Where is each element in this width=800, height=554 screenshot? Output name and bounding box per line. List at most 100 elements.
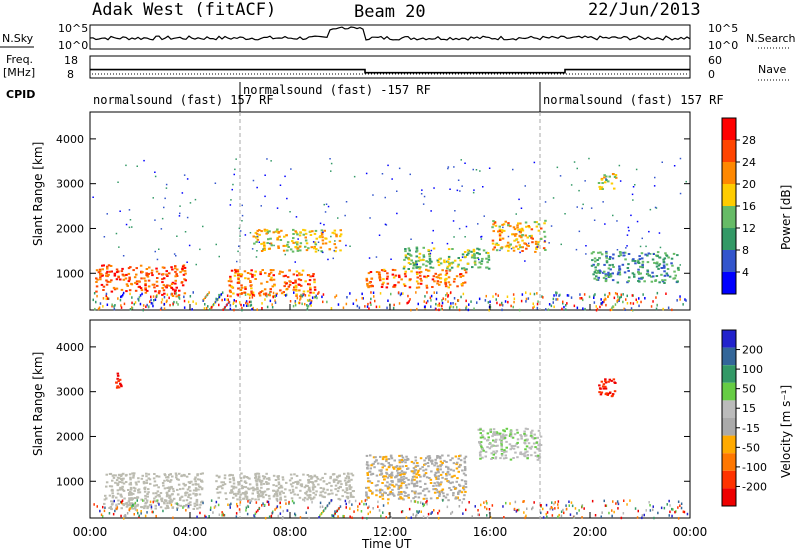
- power-cell: [597, 251, 600, 254]
- velocity-cell: [500, 448, 504, 451]
- power-cell: [450, 305, 452, 308]
- velocity-cell: [486, 507, 488, 511]
- power-cell: [358, 306, 361, 309]
- velocity-cell: [435, 484, 438, 487]
- colorbar-tick-label: 28: [742, 134, 756, 147]
- velocity-cell: [371, 473, 375, 475]
- power-cell: [292, 228, 295, 231]
- colorbar-swatch: [722, 140, 736, 162]
- power-cell: [382, 268, 386, 271]
- power-cell: [322, 251, 324, 254]
- power-cell: [186, 178, 189, 180]
- velocity-cell: [116, 506, 119, 509]
- power-cell: [528, 235, 532, 238]
- velocity-cell: [308, 486, 311, 489]
- power-cell: [361, 297, 363, 300]
- velocity-cell: [105, 481, 109, 484]
- velocity-cell: [124, 481, 128, 483]
- power-cell: [183, 174, 186, 176]
- power-cell: [138, 299, 140, 302]
- velocity-cell: [457, 491, 460, 494]
- power-cell: [619, 296, 621, 299]
- power-cell: [154, 175, 157, 178]
- velocity-cell: [264, 503, 266, 507]
- power-cell: [308, 283, 311, 286]
- velocity-cell: [423, 463, 426, 466]
- power-cell: [254, 278, 257, 280]
- power-cell: [526, 236, 529, 239]
- power-cell: [532, 302, 534, 305]
- power-cell: [134, 301, 137, 304]
- power-cell: [96, 294, 98, 298]
- power-cell: [679, 298, 681, 301]
- velocity-cell: [509, 458, 513, 461]
- power-cell: [612, 214, 614, 217]
- power-cell: [271, 306, 274, 309]
- velocity-cell: [557, 515, 559, 519]
- power-cell: [320, 229, 324, 232]
- power-cell: [420, 279, 423, 282]
- power-cell: [478, 266, 482, 269]
- velocity-cell: [279, 512, 282, 515]
- power-cell: [601, 188, 604, 190]
- velocity-cell: [414, 492, 417, 495]
- power-cell: [335, 294, 338, 297]
- velocity-cell: [163, 487, 167, 490]
- power-cell: [181, 192, 184, 194]
- velocity-cell: [486, 514, 488, 517]
- power-cell: [498, 225, 501, 228]
- power-cell: [653, 185, 656, 187]
- power-cell: [105, 272, 108, 275]
- power-cell: [367, 286, 370, 289]
- power-cell: [313, 278, 316, 281]
- power-cell: [233, 274, 237, 277]
- velocity-cell: [463, 480, 467, 483]
- power-cell: [647, 274, 650, 277]
- velocity-cell: [426, 516, 429, 519]
- power-cell: [676, 254, 679, 257]
- velocity-cell: [199, 511, 201, 515]
- velocity-cell: [126, 512, 129, 515]
- colorbar-swatch: [722, 250, 736, 272]
- velocity-cell: [485, 500, 488, 503]
- velocity-cell: [385, 458, 388, 461]
- velocity-cell: [500, 450, 504, 452]
- power-cell: [292, 273, 296, 276]
- power-cell: [588, 157, 590, 160]
- velocity-cell: [169, 502, 172, 505]
- velocity-cell: [600, 391, 604, 394]
- velocity-cell: [610, 379, 613, 382]
- power-cell: [392, 306, 395, 310]
- velocity-cell: [230, 485, 234, 488]
- velocity-cell: [612, 500, 614, 503]
- power-cell: [229, 277, 232, 280]
- power-cell: [229, 304, 232, 307]
- velocity-cell: [372, 507, 374, 510]
- power-cell: [250, 287, 253, 290]
- power-cell: [562, 302, 564, 305]
- velocity-cell: [223, 474, 227, 477]
- power-cell: [438, 304, 441, 307]
- velocity-cell: [512, 457, 515, 459]
- velocity-cell: [142, 499, 144, 502]
- power-cell: [378, 272, 381, 275]
- power-cell: [504, 220, 507, 223]
- power-cell: [387, 164, 389, 167]
- velocity-cell: [530, 436, 534, 439]
- velocity-cell: [133, 513, 135, 516]
- velocity-cell: [140, 512, 142, 515]
- velocity-cell: [505, 457, 508, 459]
- velocity-cell: [116, 482, 119, 485]
- power-cell: [537, 300, 539, 303]
- power-cell: [415, 255, 418, 258]
- velocity-cell: [569, 513, 572, 516]
- power-cell: [429, 252, 432, 255]
- power-cell: [107, 264, 111, 267]
- velocity-cell: [675, 510, 677, 513]
- power-cell: [229, 295, 232, 298]
- velocity-cell: [479, 436, 483, 439]
- power-cell: [447, 286, 450, 289]
- velocity-cell: [494, 457, 497, 460]
- power-cell: [108, 270, 112, 273]
- power-cell: [131, 296, 133, 299]
